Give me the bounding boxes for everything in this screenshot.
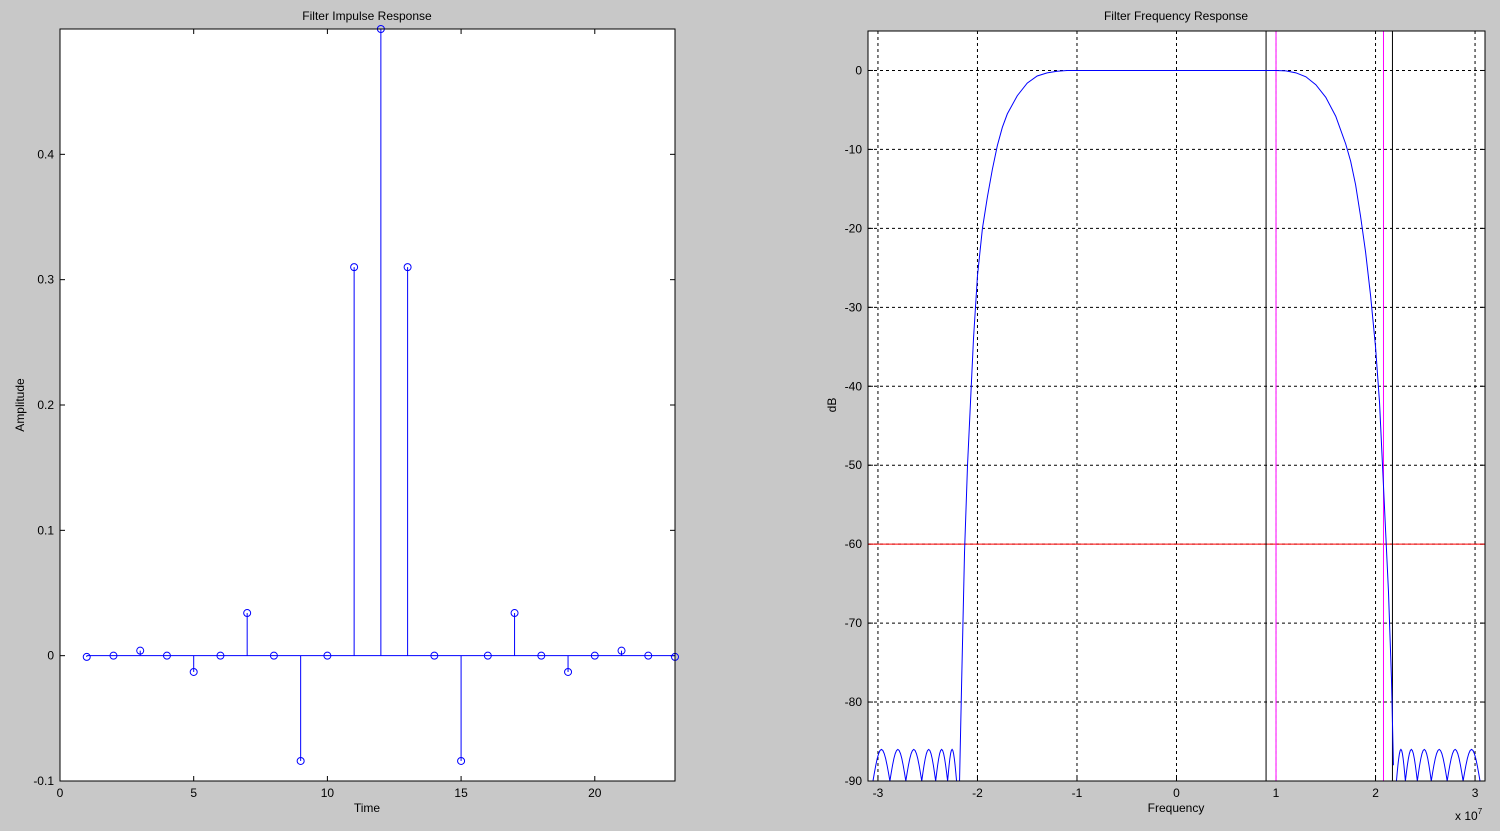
frequency-title: Filter Frequency Response <box>1104 9 1248 23</box>
frequency-y-tick-label: -10 <box>845 142 863 156</box>
impulse-plot-area <box>60 29 675 781</box>
impulse-stem-marker <box>403 263 412 272</box>
frequency-y-tick-label: -90 <box>845 774 863 788</box>
frequency-y-tick-label: -80 <box>845 695 863 709</box>
frequency-x-tick-label: 3 <box>1472 786 1479 800</box>
frequency-x-tick-label: -2 <box>972 786 983 800</box>
impulse-y-tick-label: 0.3 <box>37 273 54 287</box>
impulse-stem-marker <box>82 652 91 661</box>
frequency-x-tick-label: 0 <box>1173 786 1180 800</box>
impulse-stem-marker <box>537 651 546 660</box>
frequency-x-exponent: x 107 <box>1455 807 1483 823</box>
impulse-x-tick-label: 5 <box>190 786 197 800</box>
impulse-stem-marker <box>617 646 626 655</box>
frequency-x-tick-label: -3 <box>873 786 884 800</box>
frequency-y-tick-label: -60 <box>845 537 863 551</box>
impulse-y-tick-label: 0 <box>47 649 54 663</box>
frequency-y-tick-label: -50 <box>845 458 863 472</box>
impulse-stem-marker <box>269 651 278 660</box>
impulse-xlabel: Time <box>354 801 381 815</box>
impulse-response-axes: Filter Impulse Response Time Amplitude 0… <box>13 9 679 815</box>
frequency-xlabel: Frequency <box>1148 801 1205 815</box>
frequency-y-tick-label: -40 <box>845 379 863 393</box>
impulse-stem-marker <box>483 651 492 660</box>
impulse-stem-marker <box>510 609 519 618</box>
impulse-y-tick-label: 0.4 <box>37 147 54 161</box>
frequency-ylabel: dB <box>825 398 839 413</box>
impulse-stem-marker <box>216 651 225 660</box>
impulse-title: Filter Impulse Response <box>302 9 432 23</box>
impulse-stem-marker <box>590 651 599 660</box>
frequency-y-tick-label: -70 <box>845 616 863 630</box>
impulse-stem-marker <box>109 651 118 660</box>
frequency-curves <box>868 31 1485 782</box>
frequency-y-tick-label: 0 <box>855 63 862 77</box>
impulse-stem-marker <box>189 667 198 676</box>
impulse-stem-marker <box>136 646 145 655</box>
impulse-y-tick-label: -0.1 <box>33 774 54 788</box>
impulse-y-tick-label: 0.2 <box>37 398 54 412</box>
impulse-stem-marker <box>162 651 171 660</box>
frequency-axes-box <box>867 30 1486 782</box>
frequency-response-curve <box>959 69 1394 782</box>
impulse-y-tick-label: 0.1 <box>37 523 54 537</box>
impulse-x-tick-label: 10 <box>321 786 335 800</box>
frequency-y-tick-label: -20 <box>845 221 863 235</box>
impulse-x-tick-label: 15 <box>454 786 468 800</box>
impulse-stem-marker <box>350 263 359 272</box>
impulse-stem-marker <box>430 651 439 660</box>
frequency-x-tick-label: -1 <box>1072 786 1083 800</box>
impulse-ylabel: Amplitude <box>13 378 27 432</box>
frequency-y-tick-label: -30 <box>845 300 863 314</box>
frequency-x-tick-label: 2 <box>1372 786 1379 800</box>
impulse-stem-marker <box>243 609 252 618</box>
frequency-ticks: -3 -2 -1 0 1 2 30-10-20-30-40-50-60-70-80-90 <box>845 63 1485 800</box>
impulse-x-tick-label: 20 <box>588 786 602 800</box>
impulse-stem-marker <box>564 667 573 676</box>
impulse-stem-marker <box>457 756 466 765</box>
impulse-stem-marker <box>323 651 332 660</box>
impulse-stems <box>82 25 679 765</box>
impulse-x-tick-label: 0 <box>57 786 64 800</box>
impulse-axes-box <box>59 28 676 782</box>
impulse-stem-marker <box>296 756 305 765</box>
frequency-x-tick-label: 1 <box>1273 786 1280 800</box>
impulse-ticks: 0 5 10 15 20-0.100.10.20.30.4 <box>33 29 675 800</box>
impulse-stem-marker <box>644 651 653 660</box>
frequency-response-axes: Filter Frequency Response Frequency dB -… <box>825 9 1486 823</box>
